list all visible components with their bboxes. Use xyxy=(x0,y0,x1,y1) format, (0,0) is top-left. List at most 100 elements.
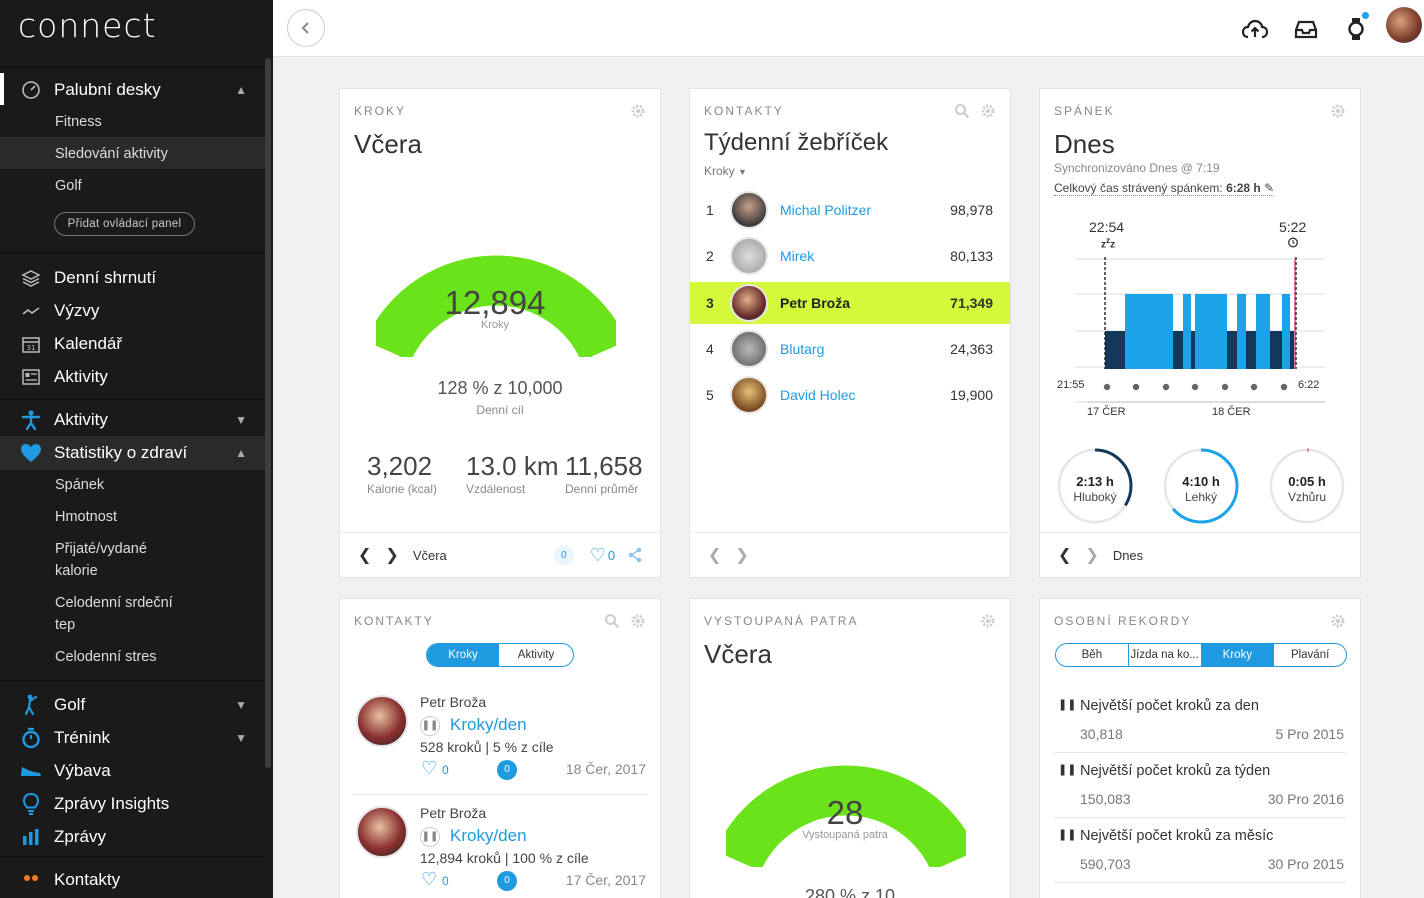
gear-icon[interactable] xyxy=(1330,103,1346,119)
record-row[interactable]: ❚❚ Největší počet kroků za měsíc 590,703… xyxy=(1054,825,1346,883)
leaderboard-metric-dropdown[interactable]: Kroky ▼ xyxy=(704,164,747,178)
feed-item-title[interactable]: Kroky/den xyxy=(450,826,527,845)
notification-dot xyxy=(1362,12,1369,19)
search-icon[interactable] xyxy=(954,103,970,119)
leaderboard-name[interactable]: Mirek xyxy=(780,248,815,265)
gear-icon[interactable] xyxy=(1330,613,1346,629)
footsteps-icon: ❚❚ xyxy=(420,716,440,736)
back-button[interactable] xyxy=(287,9,325,47)
sleep-total[interactable]: Celkový čas strávený spánkem: 6:28 h ✎ xyxy=(1054,181,1275,196)
avatar[interactable] xyxy=(730,329,768,368)
leaderboard-name[interactable]: Michal Politzer xyxy=(780,202,872,218)
heart-outline-icon[interactable]: ♡ xyxy=(589,544,606,565)
avatar[interactable] xyxy=(356,695,408,747)
upload-cloud-icon[interactable] xyxy=(1242,16,1268,42)
chevron-left-icon[interactable]: ❮ xyxy=(1058,547,1072,564)
leaderboard-row[interactable]: 1 Michal Politzer 98,978 xyxy=(690,189,1010,231)
avatar[interactable] xyxy=(730,376,768,415)
watch-icon[interactable] xyxy=(1343,16,1369,42)
nav-health-heart-rate[interactable]: Celodenní srdeční tep xyxy=(55,595,173,633)
feed-item[interactable]: Petr Broža ❚❚ Kroky/den 528 kroků | 5 % … xyxy=(354,691,646,795)
leaderboard-row[interactable]: 5 David Holec 19,900 xyxy=(690,374,1010,416)
leaderboard-name[interactable]: Blutarg xyxy=(780,340,825,357)
nav-health-calories[interactable]: Přijaté/vydané kalorie xyxy=(55,541,147,579)
sidebar-scrollbar[interactable] xyxy=(265,58,271,768)
nav-dashboard-golf[interactable]: Golf xyxy=(55,178,82,194)
share-icon[interactable] xyxy=(627,547,643,563)
chevron-down-icon[interactable]: ▼ xyxy=(235,413,247,427)
nav-dashboard-fitness[interactable]: Fitness xyxy=(55,114,102,130)
tab-record-3[interactable]: Plavání xyxy=(1273,644,1346,666)
inbox-icon[interactable] xyxy=(1293,16,1319,42)
chevron-left-icon[interactable]: ❮ xyxy=(358,547,372,564)
feed-user-name[interactable]: Petr Broža xyxy=(420,694,487,710)
chevron-right-icon[interactable]: ❯ xyxy=(735,547,749,564)
ring-gauge xyxy=(1269,448,1345,524)
nav-contacts[interactable]: Kontakty xyxy=(0,868,265,892)
add-dashboard-button[interactable]: Přidat ovládací panel xyxy=(54,212,195,236)
comment-count-badge[interactable]: 0 xyxy=(497,871,517,891)
nav-training[interactable]: Trénink ▼ xyxy=(0,726,265,750)
nav-dashboard-activity-tracking[interactable]: Sledování aktivity xyxy=(55,146,168,162)
gear-icon[interactable] xyxy=(630,613,646,629)
avatar[interactable] xyxy=(730,191,768,229)
calories-value: 3,202 xyxy=(367,451,433,481)
tab-record-2[interactable]: Kroky xyxy=(1200,644,1274,666)
leaderboard-value: 24,363 xyxy=(950,340,993,357)
nav-health-weight[interactable]: Hmotnost xyxy=(55,509,118,525)
avatar[interactable] xyxy=(730,283,768,322)
leaderboard-name[interactable]: David Holec xyxy=(780,387,856,404)
chevron-up-icon[interactable]: ▲ xyxy=(235,83,247,97)
leaderboard-name[interactable]: Petr Broža xyxy=(780,294,851,311)
nav-activities[interactable]: Aktivity ▼ xyxy=(0,408,265,432)
comment-count-badge[interactable]: 0 xyxy=(553,545,574,565)
feed-item[interactable]: Petr Broža ❚❚ Kroky/den 12,894 kroků | 1… xyxy=(354,802,646,898)
leaderboard-value: 80,133 xyxy=(950,248,993,265)
chevron-left-icon[interactable]: ❮ xyxy=(708,547,722,564)
nav-health-stress[interactable]: Celodenní stres xyxy=(55,649,157,665)
nav-calendar[interactable]: 31 Kalendář xyxy=(0,332,265,356)
nav-golf[interactable]: Golf ▼ xyxy=(0,693,265,717)
avatar[interactable] xyxy=(356,806,408,858)
feed-item-detail: 528 kroků | 5 % z cíle xyxy=(420,739,554,755)
nav-reports[interactable]: Zprávy xyxy=(0,825,265,849)
feed-user-name[interactable]: Petr Broža xyxy=(420,805,487,821)
app-logo[interactable]: connect xyxy=(18,6,157,45)
comment-count-badge[interactable]: 0 xyxy=(497,760,517,780)
nav-insights[interactable]: Zprávy Insights xyxy=(0,792,265,816)
search-icon[interactable] xyxy=(604,613,620,629)
record-row[interactable]: ❚❚ Největší počet kroků za den 30,818 5 … xyxy=(1054,695,1346,753)
tab-feed-activities[interactable]: Aktivity xyxy=(517,649,555,661)
gear-icon[interactable] xyxy=(980,103,996,119)
pencil-icon[interactable]: ✎ xyxy=(1264,181,1275,195)
nav-activities-list[interactable]: Aktivity xyxy=(0,365,265,389)
nav-daily-summary[interactable]: Denní shrnutí xyxy=(0,266,265,290)
chevron-right-icon[interactable]: ❯ xyxy=(1085,547,1099,564)
heart-outline-icon[interactable]: ♡ xyxy=(421,758,438,778)
avatar[interactable] xyxy=(730,237,768,276)
heart-outline-icon[interactable]: ♡ xyxy=(421,869,438,889)
chevron-down-icon[interactable]: ▼ xyxy=(235,698,247,712)
nav-gear[interactable]: Výbava xyxy=(0,759,265,783)
nav-health-stats[interactable]: Statistiky o zdraví ▲ xyxy=(0,441,265,465)
leaderboard-rank: 1 xyxy=(706,202,714,218)
tab-record-1[interactable]: Jízda na ko... xyxy=(1127,644,1201,666)
nav-dashboards[interactable]: Palubní desky ▲ xyxy=(0,78,265,102)
leaderboard-row[interactable]: 2 Mirek 80,133 xyxy=(690,235,1010,277)
tab-record-0[interactable]: Běh xyxy=(1081,649,1103,661)
nav-health-sleep[interactable]: Spánek xyxy=(55,477,105,493)
chevron-right-icon[interactable]: ❯ xyxy=(385,547,399,564)
user-avatar[interactable] xyxy=(1386,7,1422,43)
chevron-up-icon[interactable]: ▲ xyxy=(235,446,247,460)
gear-icon[interactable] xyxy=(630,103,646,119)
chevron-down-icon[interactable]: ▼ xyxy=(235,731,247,745)
layers-icon xyxy=(20,267,42,289)
nav-challenges[interactable]: Výzvy xyxy=(0,299,265,323)
feed-item-title[interactable]: Kroky/den xyxy=(450,715,527,734)
record-row[interactable]: ❚❚ Největší počet kroků za týden 150,083… xyxy=(1054,760,1346,818)
leaderboard-row[interactable]: 4 Blutarg 24,363 xyxy=(690,328,1010,370)
leaderboard-row[interactable]: 3 Petr Broža 71,349 xyxy=(690,281,1010,324)
tab-feed-steps[interactable]: Kroky xyxy=(427,644,499,666)
gear-icon[interactable] xyxy=(980,613,996,629)
alarm-icon xyxy=(1288,237,1298,248)
